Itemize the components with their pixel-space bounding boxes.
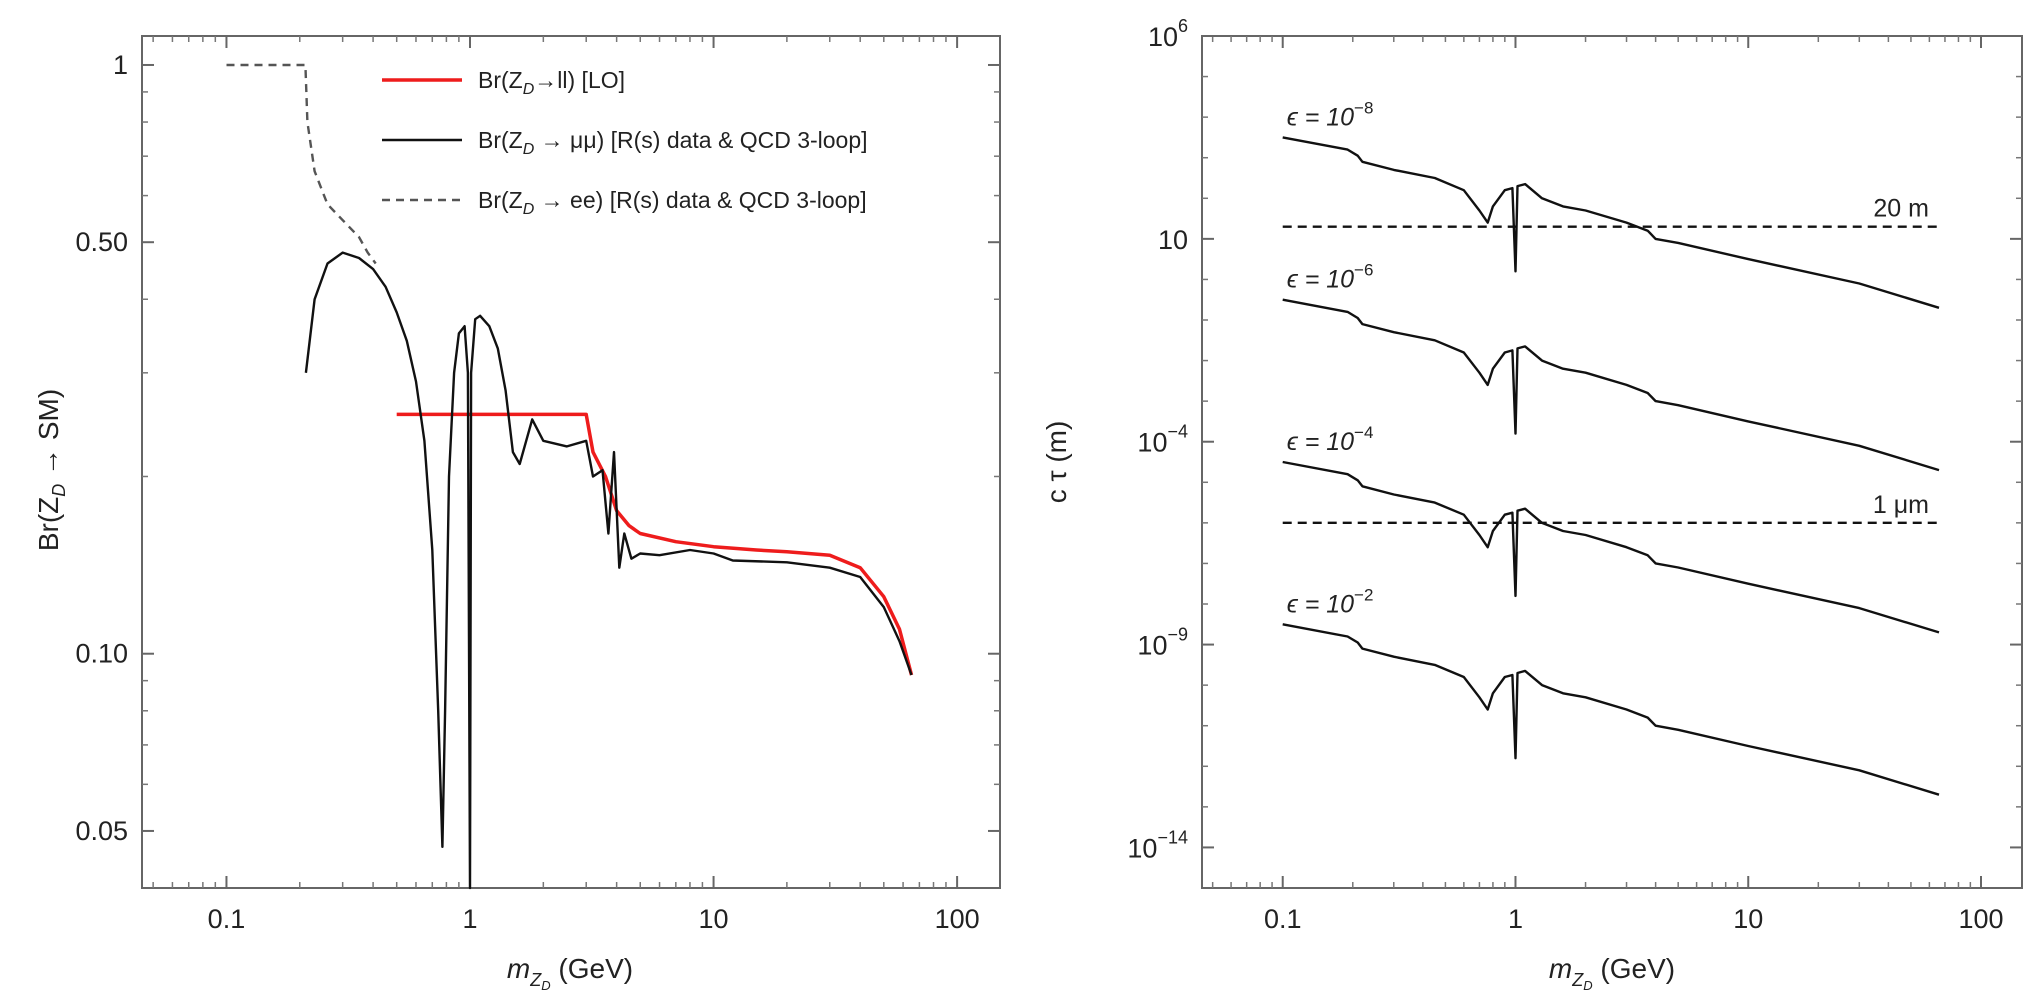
left-ticks: 0.1 1 10 100 1 0.50 0.10 0.05 — [75, 36, 1000, 934]
epsilon-label: ϵ = 10−6 — [1287, 261, 1374, 294]
legend-entry: Br(ZD → ee) [R(s) data & QCD 3-loop] — [478, 187, 867, 218]
left-x-axis-label: mZD (GeV) — [507, 953, 633, 993]
right-y-tick-label: 10−4 — [1137, 422, 1188, 458]
right-y-tick-label: 106 — [1148, 16, 1188, 52]
reference-line-label: 1 μm — [1873, 491, 1929, 519]
right-x-tick-label: 10 — [1733, 904, 1763, 934]
series-mumu — [304, 251, 913, 890]
left-y-tick-label: 1 — [113, 50, 128, 80]
epsilon-label: ϵ = 10−2 — [1287, 585, 1374, 618]
left-y-tick-label: 0.10 — [75, 639, 128, 669]
epsilon-label: ϵ = 10−4 — [1287, 423, 1374, 456]
series-ee — [226, 63, 377, 265]
right-x-axis-label: mZD (GeV) — [1549, 953, 1675, 993]
lifetime-curve — [1282, 136, 1940, 309]
epsilon-label: ϵ = 10−8 — [1287, 98, 1374, 131]
lifetime-curve — [1282, 623, 1940, 796]
left-y-tick-label: 0.05 — [75, 816, 128, 846]
legend: Br(ZD→ll) [LO] Br(ZD → μμ) [R(s) data & Q… — [382, 67, 868, 218]
right-ticks: 0.1 1 10 100 106 10 10−4 10−9 10−14 — [1127, 16, 2022, 934]
lifetime-curve — [1282, 298, 1940, 472]
right-y-tick-label: 10−14 — [1127, 827, 1188, 863]
legend-entry: Br(ZD→ll) [LO] — [478, 67, 625, 98]
reference-line-label: 20 m — [1873, 195, 1929, 223]
right-series: ϵ = 10−8 ϵ = 10−6 ϵ = 10−4 ϵ = 10−2 — [1282, 98, 1940, 796]
left-x-tick-label: 10 — [699, 904, 729, 934]
right-chart: 0.1 1 10 100 106 10 10−4 10−9 10−14 20 m 1 μm ϵ =… — [1041, 16, 2023, 993]
left-x-tick-label: 100 — [935, 904, 980, 934]
right-plot-frame — [1201, 35, 2023, 889]
right-y-axis-label: c τ (m) — [1041, 421, 1072, 504]
right-y-tick-label: 10−9 — [1137, 625, 1188, 661]
left-y-axis-label: Br(ZD → SM) — [33, 389, 69, 551]
series-red-lo — [396, 412, 914, 676]
left-series — [226, 63, 914, 890]
lifetime-curve — [1282, 460, 1940, 634]
right-x-tick-label: 1 — [1508, 904, 1523, 934]
right-x-tick-label: 0.1 — [1264, 904, 1302, 934]
reference-lines: 20 m 1 μm — [1282, 195, 1940, 525]
left-plot-frame — [141, 35, 1001, 889]
right-x-tick-label: 100 — [1958, 904, 2003, 934]
legend-entry: Br(ZD → μμ) [R(s) data & QCD 3-loop] — [478, 127, 868, 158]
right-y-tick-label: 10 — [1158, 225, 1188, 255]
left-x-tick-label: 1 — [462, 904, 477, 934]
left-y-tick-label: 0.50 — [75, 227, 128, 257]
left-x-tick-label: 0.1 — [208, 904, 246, 934]
